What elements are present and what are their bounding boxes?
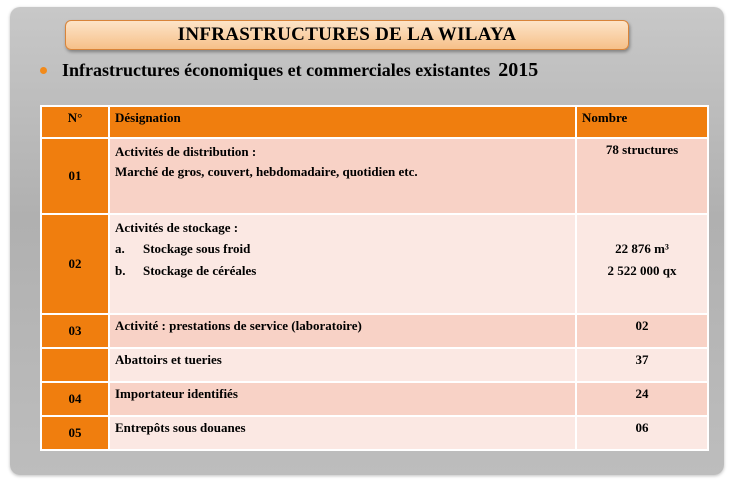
header-number: N° <box>40 105 110 139</box>
table-row: 01 Activités de distribution : Marché de… <box>40 137 709 215</box>
list-item-count: 2 522 000 qx <box>607 263 677 278</box>
row-designation-title: Activités de stockage : <box>115 220 239 235</box>
list-item: b. Stockage de céréales <box>115 260 570 282</box>
row-number <box>40 347 110 383</box>
table-row: 05 Entrepôts sous douanes 06 <box>40 415 709 451</box>
list-item-label: Stockage sous froid <box>143 241 251 256</box>
row-designation-title: Activités de distribution : <box>115 144 257 159</box>
subtitle-year: 2015 <box>498 59 539 81</box>
table-row: Abattoirs et tueries 37 <box>40 347 709 383</box>
subtitle-row: Infrastructures économiques et commercia… <box>40 58 680 84</box>
slide-title: INFRASTRUCTURES DE LA WILAYA <box>65 20 629 50</box>
row-designation: Importateur identifiés <box>108 381 577 417</box>
subtitle: Infrastructures économiques et commercia… <box>62 59 538 82</box>
row-designation: Entrepôts sous douanes <box>108 415 577 451</box>
table-header-row: N° Désignation Nombre <box>40 105 709 139</box>
list-item-label: Stockage de céréales <box>143 263 257 278</box>
slide-panel: INFRASTRUCTURES DE LA WILAYA Infrastruct… <box>10 7 724 475</box>
bullet-icon <box>40 67 47 74</box>
list-marker: b. <box>115 263 126 278</box>
header-designation: Désignation <box>108 105 577 139</box>
row-count: 06 <box>575 415 709 451</box>
row-count: 37 <box>575 347 709 383</box>
row-count: 02 <box>575 313 709 349</box>
table-row: 04 Importateur identifiés 24 <box>40 381 709 417</box>
row-count: 24 <box>575 381 709 417</box>
row-number: 02 <box>40 213 110 315</box>
row-designation: Activité : prestations de service (labor… <box>108 313 577 349</box>
row-number: 01 <box>40 137 110 215</box>
table-row: 03 Activité : prestations de service (la… <box>40 313 709 349</box>
row-count: 78 structures <box>575 137 709 215</box>
subtitle-text: Infrastructures économiques et commercia… <box>62 60 491 80</box>
list-marker: a. <box>115 241 125 256</box>
infrastructure-table: N° Désignation Nombre 01 Activités de di… <box>40 105 709 451</box>
row-designation: Activités de distribution : Marché de gr… <box>108 137 577 215</box>
list-item: a. Stockage sous froid <box>115 238 570 260</box>
row-number: 03 <box>40 313 110 349</box>
header-count: Nombre <box>575 105 709 139</box>
list-item-count: 22 876 m³ <box>615 241 669 256</box>
row-designation: Abattoirs et tueries <box>108 347 577 383</box>
row-designation: Activités de stockage : a. Stockage sous … <box>108 213 577 315</box>
row-number: 05 <box>40 415 110 451</box>
row-number: 04 <box>40 381 110 417</box>
row-count: 22 876 m³ 2 522 000 qx <box>575 213 709 315</box>
row-designation-detail: Marché de gros, couvert, hebdomadaire, q… <box>115 164 418 179</box>
table-row: 02 Activités de stockage : a. Stockage so… <box>40 213 709 315</box>
